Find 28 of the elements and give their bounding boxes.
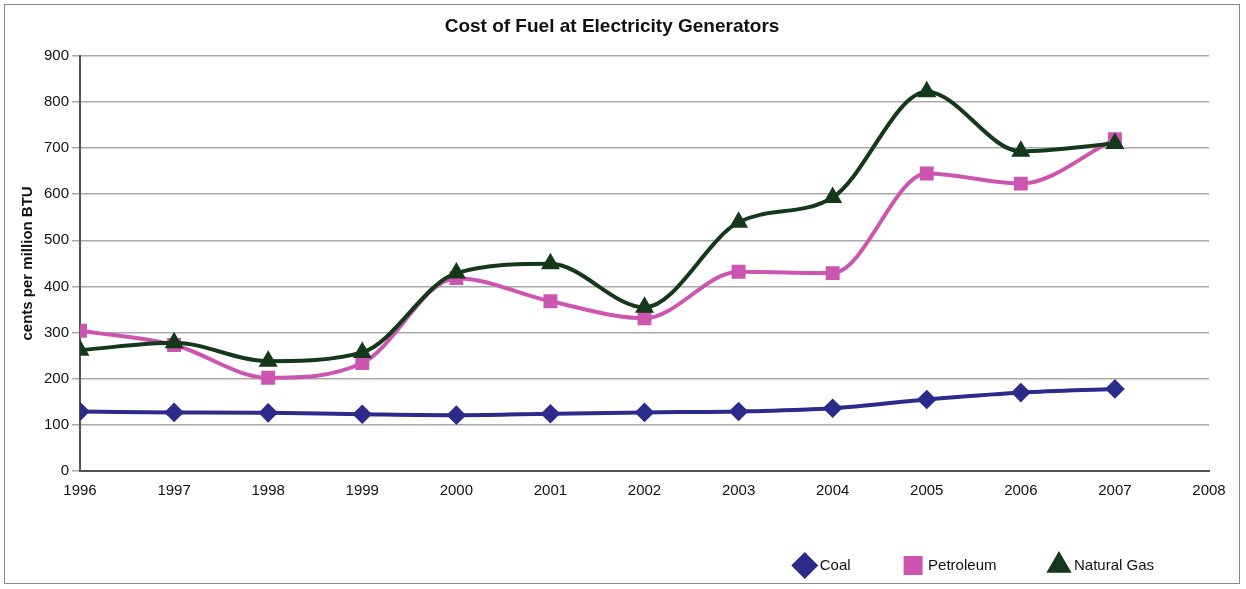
chart-title: Cost of Fuel at Electricity Generators [444,14,780,36]
x-tick-label: 1997 [157,481,191,499]
x-tick-label: 2006 [1004,481,1038,499]
x-tick-label: 2007 [1098,481,1132,499]
y-tick-label: 600 [44,184,70,202]
y-tick-label: 500 [44,230,70,248]
y-tick-label: 700 [44,138,70,156]
y-tick-label: 900 [44,45,70,63]
x-tick-label: 2000 [439,481,474,499]
x-tick-label: 1999 [345,481,379,499]
legend-label: Natural Gas [1073,555,1155,573]
y-tick-label: 400 [44,276,70,294]
y-tick-label: 800 [44,92,70,110]
legend-label: Coal [819,555,851,573]
x-tick-label: 1996 [63,481,97,499]
x-tick-label: 2008 [1192,481,1226,499]
y-tick-label: 100 [44,415,70,433]
legend-label: Petroleum [928,555,997,573]
y-tick-label: 0 [60,461,70,479]
y-tick-label: 300 [44,322,70,340]
x-tick-label: 2002 [627,481,662,499]
x-tick-label: 2005 [910,481,944,499]
x-tick-label: 2001 [533,481,568,499]
y-tick-label: 200 [44,368,70,386]
x-tick-label: 2003 [721,481,756,499]
x-tick-label: 1998 [251,481,285,499]
y-axis-title: cents per million BTU [18,186,36,341]
x-tick-label: 2004 [815,481,850,499]
